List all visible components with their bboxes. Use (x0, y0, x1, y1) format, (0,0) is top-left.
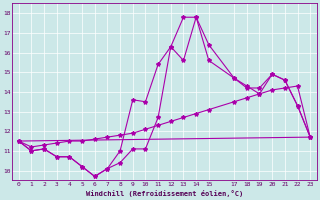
X-axis label: Windchill (Refroidissement éolien,°C): Windchill (Refroidissement éolien,°C) (86, 190, 243, 197)
